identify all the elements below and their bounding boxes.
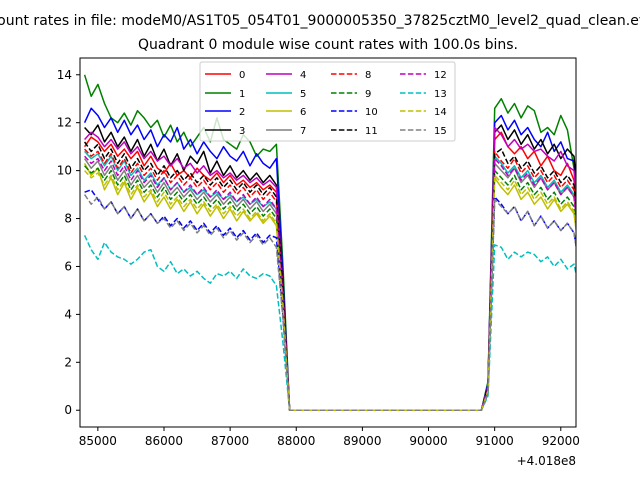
- figure-suptitle: Count rates in file: modeM0/AS1T05_054T0…: [0, 13, 640, 29]
- legend-label-15: 15: [434, 126, 447, 137]
- x-tick-label: 90000: [409, 434, 447, 448]
- series-line-9: [84, 165, 576, 411]
- x-tick-label: 89000: [343, 434, 381, 448]
- legend-label-7: 7: [300, 126, 306, 137]
- x-axis: 85000 86000 87000 88000 89000 90000 91000 92000: [79, 427, 580, 448]
- chart-title: Quadrant 0 module wise count rates with …: [138, 37, 518, 53]
- legend-label-11: 11: [365, 126, 378, 137]
- x-tick-label: 91000: [476, 434, 514, 448]
- legend-label-1: 1: [239, 89, 245, 100]
- x-tick-label: 88000: [277, 434, 315, 448]
- x-tick-label: 87000: [211, 434, 249, 448]
- x-tick-label: 92000: [542, 434, 580, 448]
- legend-label-10: 10: [365, 107, 378, 118]
- x-offset-label: +4.018e8: [517, 454, 576, 468]
- series-line-8: [84, 148, 576, 411]
- y-tick-label: 6: [64, 259, 72, 273]
- y-tick-label: 2: [64, 355, 72, 369]
- plot-frame: [79, 57, 577, 428]
- legend-label-8: 8: [365, 70, 371, 81]
- legend-label-13: 13: [434, 89, 447, 100]
- legend-label-5: 5: [300, 89, 306, 100]
- y-tick-label: 12: [57, 116, 72, 130]
- y-tick-label: 14: [57, 68, 72, 82]
- legend-label-4: 4: [300, 70, 306, 81]
- series-layer: [83, 74, 576, 411]
- series-line-15: [83, 194, 576, 411]
- legend-label-0: 0: [239, 70, 245, 81]
- y-tick-label: 4: [64, 307, 72, 321]
- legend-label-6: 6: [300, 107, 306, 118]
- x-tick-label: 85000: [79, 434, 117, 448]
- x-tick-label: 86000: [145, 434, 183, 448]
- y-tick-label: 0: [64, 403, 72, 417]
- legend-label-14: 14: [434, 107, 447, 118]
- series-line-10: [84, 189, 576, 411]
- legend-label-9: 9: [365, 89, 371, 100]
- y-tick-label: 8: [64, 212, 72, 226]
- legend-label-2: 2: [239, 107, 245, 118]
- legend-label-12: 12: [434, 70, 447, 81]
- y-axis: 0 2 4 6 8 10 12 14: [57, 68, 80, 417]
- legend-box: [199, 61, 456, 142]
- legend-label-3: 3: [239, 126, 245, 137]
- y-tick-label: 10: [57, 164, 72, 178]
